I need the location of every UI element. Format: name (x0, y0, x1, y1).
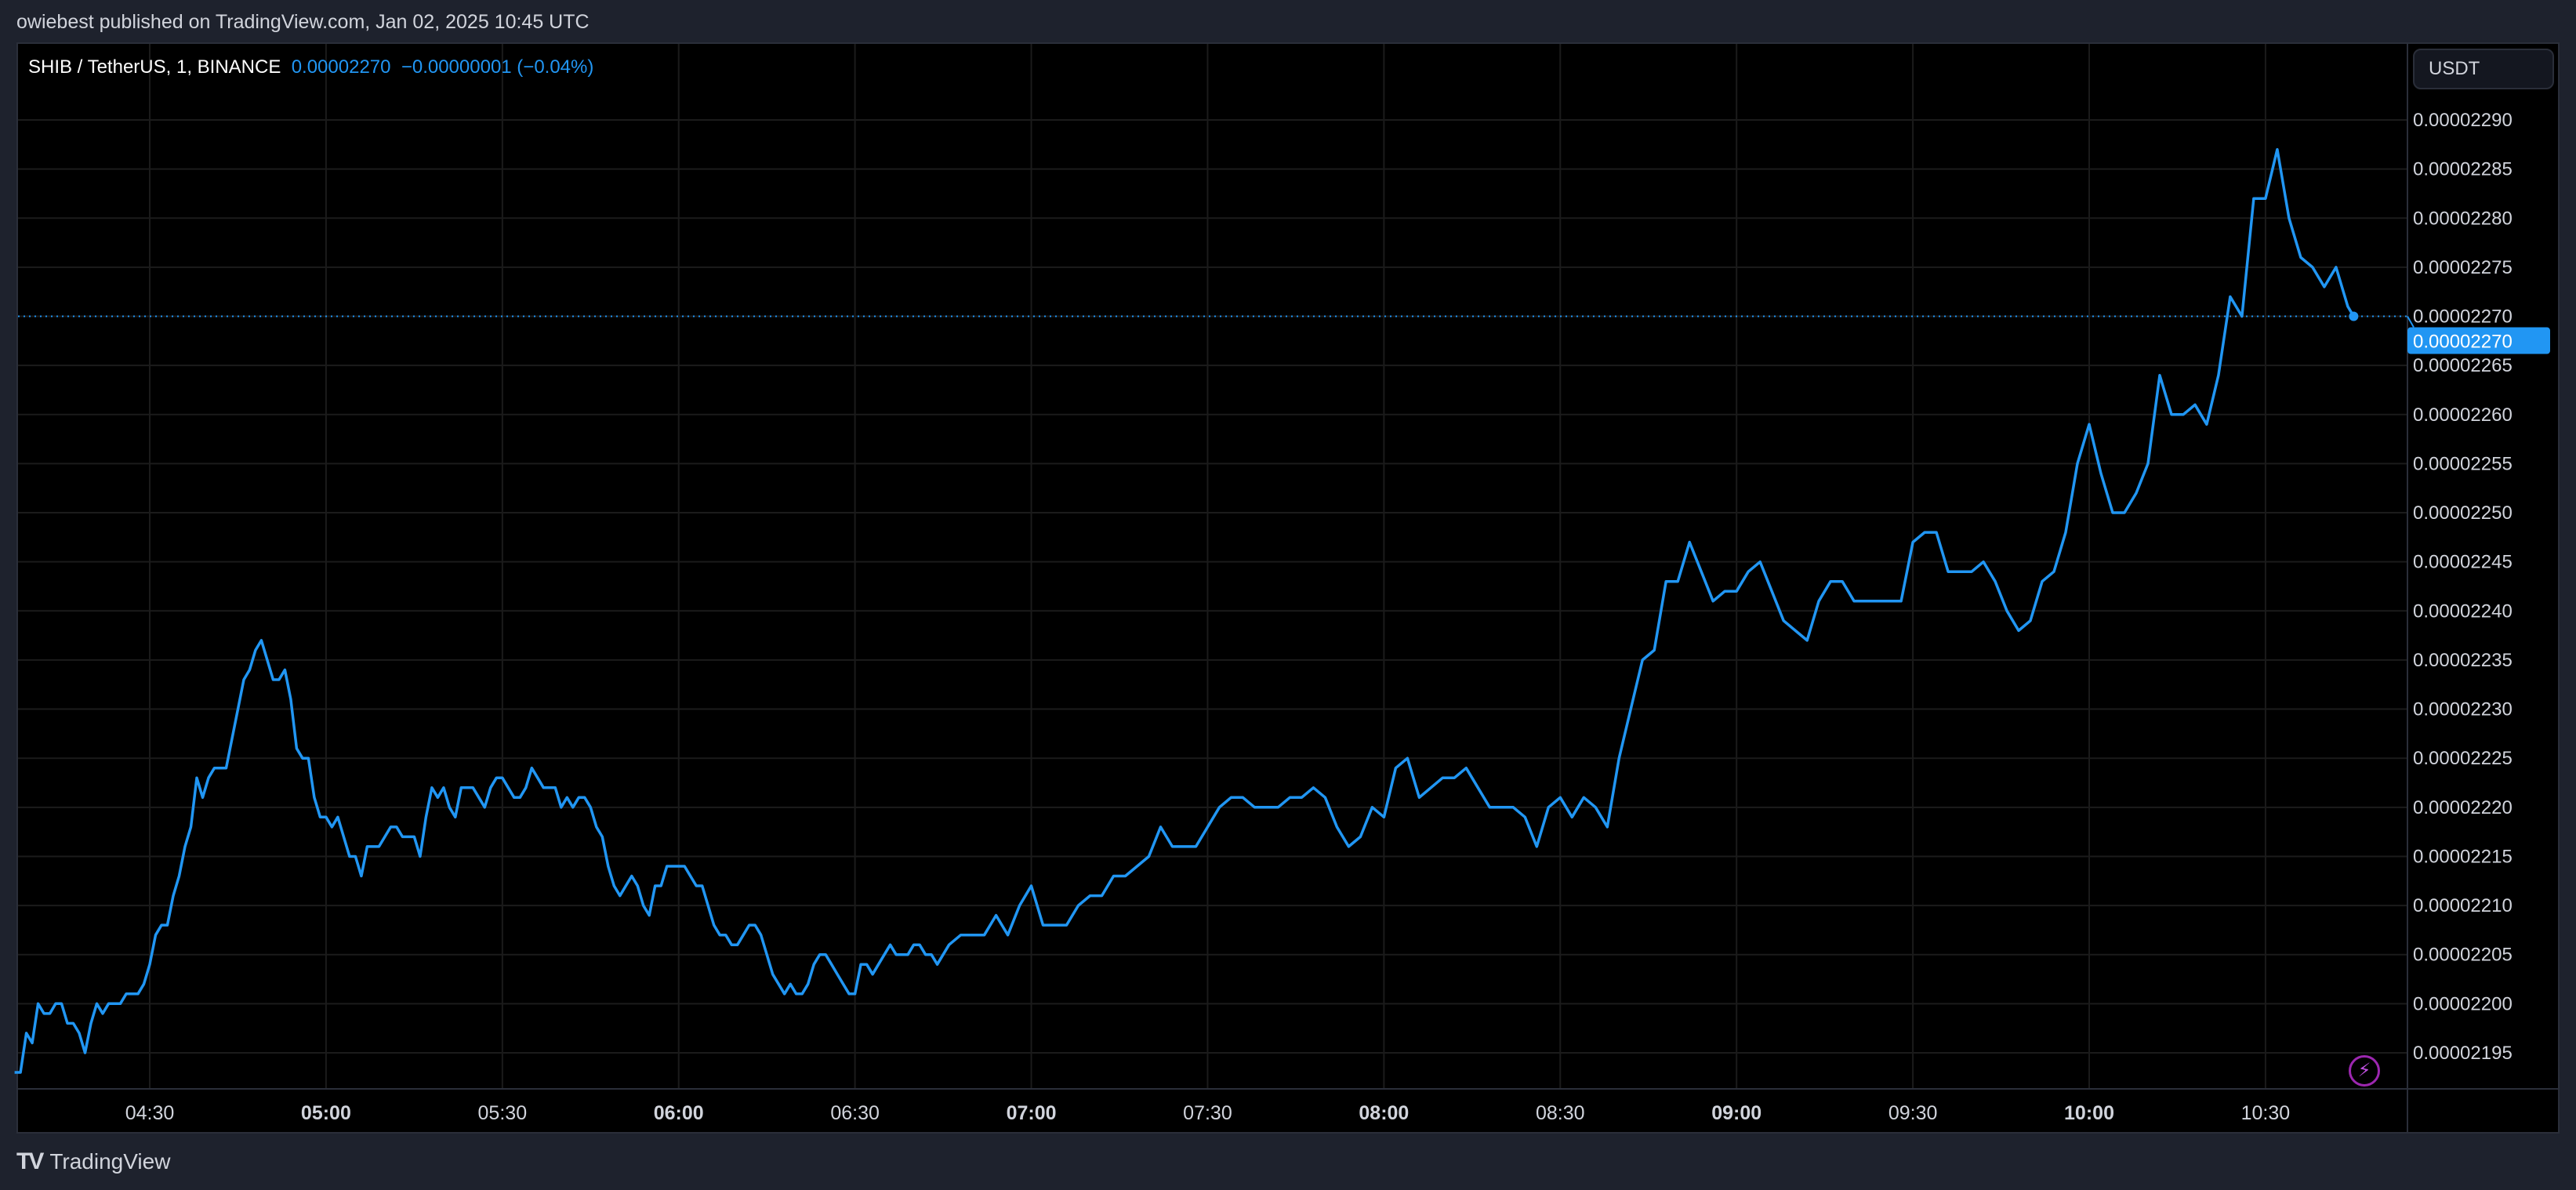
footer: TV TradingView (16, 1146, 170, 1177)
y-tick-label: 0.00002205 (2413, 945, 2513, 966)
y-tick-label: 0.00002270 (2413, 307, 2513, 328)
y-tick-label: 0.00002245 (2413, 552, 2513, 573)
x-tick-label: 08:30 (1536, 1102, 1585, 1124)
y-tick-label: 0.00002290 (2413, 110, 2513, 131)
last-price-dot (2349, 311, 2359, 321)
x-tick-label: 05:30 (478, 1102, 528, 1124)
y-tick-label: 0.00002250 (2413, 502, 2513, 524)
price-axis: 0.00002290 0.00002285 0.00002280 0.00002275… (2413, 110, 2513, 1064)
y-tick-label: 0.00002255 (2413, 453, 2513, 474)
x-tick-label: 07:30 (1183, 1102, 1232, 1124)
x-tick-label: 08:00 (1359, 1102, 1409, 1124)
y-tick-label: 0.00002210 (2413, 895, 2513, 916)
y-tick-label: 0.00002235 (2413, 650, 2513, 671)
y-tick-label: 0.00002275 (2413, 257, 2513, 278)
x-tick-label: 10:30 (2241, 1102, 2291, 1124)
publish-info: owiebest published on TradingView.com, J… (16, 11, 590, 33)
y-tick-label: 0.00002230 (2413, 699, 2513, 720)
y-tick-label: 0.00002285 (2413, 159, 2513, 180)
price-change: −0.00000001 (−0.04%) (401, 56, 594, 78)
last-price-tag-connector (2407, 316, 2415, 328)
symbol-name[interactable]: SHIB / TetherUS, 1, BINANCE (28, 56, 281, 78)
brand-name[interactable]: TradingView (49, 1149, 171, 1174)
symbol-legend: SHIB / TetherUS, 1, BINANCE 0.00002270 −… (28, 56, 593, 78)
y-tick-label: 0.00002220 (2413, 797, 2513, 818)
y-tick-label: 0.00002195 (2413, 1043, 2513, 1064)
x-tick-label: 05:00 (301, 1102, 351, 1124)
price-series: 0.00002270 (14, 147, 2550, 1074)
y-tick-label: 0.00002225 (2413, 748, 2513, 769)
tradingview-logo-icon[interactable]: TV (16, 1148, 44, 1174)
lightning-icon[interactable]: ⚡︎ (2349, 1055, 2380, 1087)
y-tick-label: 0.00002200 (2413, 993, 2513, 1014)
price-line (14, 147, 2355, 1074)
last-price-label: 0.00002270 (2413, 332, 2513, 353)
time-axis: 04:30 05:00 05:30 06:00 06:30 07:00 07:30 08:00… (125, 1102, 2290, 1124)
x-tick-label: 07:00 (1007, 1102, 1057, 1124)
last-price-label-box (2407, 327, 2550, 354)
y-tick-label: 0.00002240 (2413, 600, 2513, 622)
x-tick-label: 09:30 (1888, 1102, 1938, 1124)
y-tick-label: 0.00002260 (2413, 405, 2513, 426)
y-tick-label: 0.00002265 (2413, 355, 2513, 376)
x-tick-label: 09:00 (1711, 1102, 1761, 1124)
grid (18, 44, 2559, 1132)
x-tick-label: 06:00 (654, 1102, 704, 1124)
y-tick-label: 0.00002280 (2413, 208, 2513, 229)
currency-unit-button[interactable]: USDT (2413, 49, 2554, 89)
x-tick-label: 04:30 (125, 1102, 175, 1124)
y-tick-label: 0.00002215 (2413, 846, 2513, 867)
chart-frame (16, 42, 2560, 1134)
last-price: 0.00002270 (291, 56, 391, 78)
x-tick-label: 06:30 (830, 1102, 880, 1124)
x-tick-label: 10:00 (2064, 1102, 2114, 1124)
